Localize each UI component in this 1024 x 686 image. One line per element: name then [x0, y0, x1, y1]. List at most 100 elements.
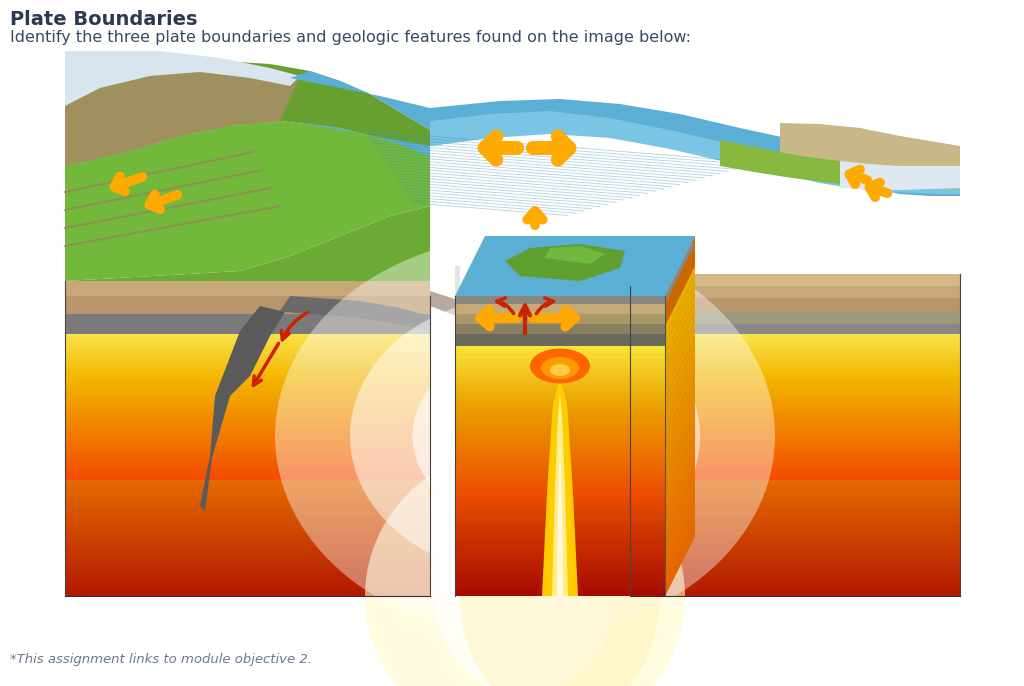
Polygon shape: [65, 484, 430, 487]
Polygon shape: [630, 458, 961, 462]
Polygon shape: [630, 407, 961, 411]
Polygon shape: [665, 338, 695, 407]
Polygon shape: [65, 462, 430, 466]
Polygon shape: [557, 436, 563, 596]
Polygon shape: [65, 339, 430, 342]
Polygon shape: [630, 527, 961, 531]
Polygon shape: [65, 335, 430, 339]
Polygon shape: [65, 501, 430, 506]
Polygon shape: [630, 582, 961, 585]
Polygon shape: [65, 560, 430, 563]
Polygon shape: [65, 404, 430, 407]
Polygon shape: [65, 545, 430, 549]
Polygon shape: [630, 491, 961, 495]
Polygon shape: [455, 447, 665, 452]
Polygon shape: [455, 340, 665, 344]
Polygon shape: [455, 519, 665, 524]
Polygon shape: [665, 302, 695, 371]
Polygon shape: [65, 512, 430, 517]
Polygon shape: [630, 324, 961, 334]
Polygon shape: [455, 515, 665, 519]
Polygon shape: [65, 517, 430, 520]
Polygon shape: [630, 523, 961, 527]
Polygon shape: [630, 346, 961, 349]
Polygon shape: [65, 552, 430, 556]
Polygon shape: [455, 236, 695, 304]
Polygon shape: [455, 452, 665, 456]
Ellipse shape: [530, 348, 590, 383]
Polygon shape: [665, 347, 695, 416]
Polygon shape: [430, 291, 630, 334]
Polygon shape: [780, 123, 961, 189]
Polygon shape: [65, 455, 430, 458]
Polygon shape: [65, 436, 430, 440]
Polygon shape: [65, 571, 430, 574]
Polygon shape: [630, 357, 961, 360]
Polygon shape: [630, 375, 961, 379]
Polygon shape: [65, 296, 430, 314]
Polygon shape: [665, 455, 695, 524]
Polygon shape: [65, 495, 430, 498]
Polygon shape: [455, 497, 665, 501]
Polygon shape: [630, 484, 961, 487]
Polygon shape: [630, 404, 961, 407]
Polygon shape: [630, 382, 961, 386]
Polygon shape: [630, 368, 961, 371]
Polygon shape: [630, 506, 961, 509]
Polygon shape: [630, 418, 961, 422]
Polygon shape: [455, 475, 665, 479]
Ellipse shape: [550, 364, 570, 376]
Polygon shape: [430, 111, 961, 194]
Polygon shape: [665, 392, 695, 461]
Polygon shape: [65, 400, 430, 404]
Polygon shape: [455, 296, 665, 304]
Polygon shape: [65, 473, 430, 476]
Polygon shape: [455, 380, 665, 384]
Polygon shape: [665, 410, 695, 479]
Polygon shape: [455, 335, 665, 340]
Polygon shape: [455, 366, 665, 371]
Polygon shape: [840, 161, 961, 190]
Polygon shape: [455, 501, 665, 506]
Polygon shape: [65, 349, 430, 353]
Polygon shape: [455, 547, 665, 551]
Polygon shape: [65, 480, 430, 484]
Polygon shape: [630, 520, 961, 523]
Polygon shape: [630, 574, 961, 578]
Polygon shape: [65, 346, 430, 349]
Text: *This assignment links to module objective 2.: *This assignment links to module objecti…: [10, 653, 312, 666]
Polygon shape: [630, 335, 961, 339]
Polygon shape: [455, 438, 665, 443]
Polygon shape: [455, 421, 665, 425]
Polygon shape: [630, 542, 961, 545]
Polygon shape: [630, 560, 961, 563]
Polygon shape: [455, 324, 665, 334]
Polygon shape: [65, 324, 430, 328]
Polygon shape: [490, 291, 560, 596]
Polygon shape: [65, 444, 430, 447]
Polygon shape: [506, 326, 544, 596]
Polygon shape: [65, 506, 430, 509]
Polygon shape: [455, 565, 665, 569]
Polygon shape: [630, 501, 961, 506]
Polygon shape: [65, 121, 430, 281]
Polygon shape: [455, 425, 665, 429]
Polygon shape: [630, 314, 961, 317]
Polygon shape: [455, 556, 665, 560]
Polygon shape: [65, 458, 430, 462]
Polygon shape: [65, 72, 300, 166]
Ellipse shape: [350, 296, 700, 576]
Polygon shape: [65, 549, 430, 552]
Polygon shape: [630, 593, 961, 596]
Polygon shape: [65, 314, 430, 334]
Text: Plate Boundaries: Plate Boundaries: [10, 10, 198, 29]
Polygon shape: [455, 573, 665, 578]
Polygon shape: [65, 469, 430, 473]
Ellipse shape: [463, 386, 588, 486]
Polygon shape: [630, 328, 961, 331]
Polygon shape: [630, 311, 961, 324]
Polygon shape: [290, 71, 961, 196]
Polygon shape: [200, 306, 285, 511]
Polygon shape: [630, 451, 961, 455]
Polygon shape: [630, 556, 961, 560]
